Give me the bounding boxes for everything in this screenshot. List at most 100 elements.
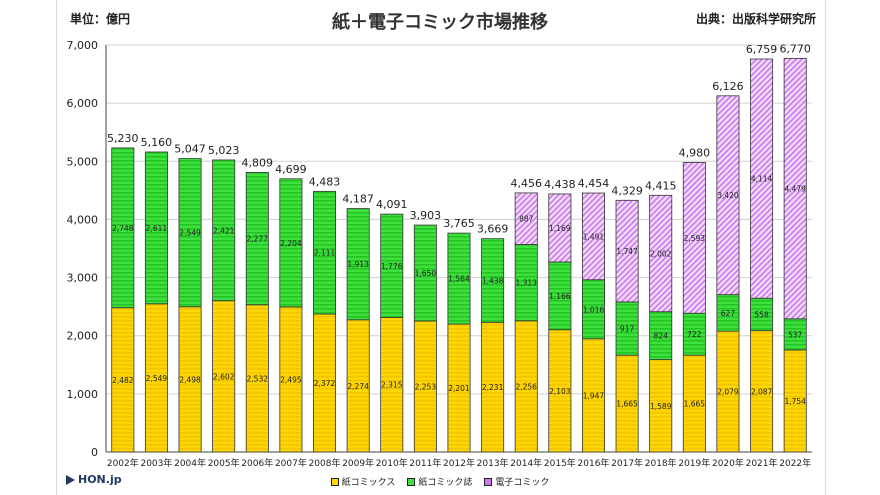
- data-label: 2,593: [684, 234, 706, 243]
- x-tick-label: 2010年: [376, 457, 408, 469]
- x-tick-label: 2020年: [712, 457, 744, 469]
- total-label: 4,454: [578, 177, 610, 190]
- data-label: 1,754: [784, 397, 806, 406]
- legend-item-paper-comics: 紙コミックス: [330, 475, 396, 488]
- total-label: 4,980: [679, 146, 711, 159]
- bar-segment: [380, 213, 404, 318]
- x-tick-label: 2006年: [241, 457, 273, 469]
- y-tick-label: 7,000: [67, 39, 99, 52]
- bar-segment: [279, 178, 303, 308]
- data-label: 722: [687, 330, 702, 339]
- bar-segment: [548, 193, 572, 263]
- total-label: 4,456: [510, 177, 542, 190]
- x-tick-label: 2007年: [275, 457, 307, 469]
- data-label: 1,913: [347, 260, 369, 269]
- x-tick-label: 2019年: [678, 457, 710, 469]
- data-label: 3,420: [717, 191, 739, 200]
- data-label: 2,315: [381, 381, 403, 390]
- data-label: 2,498: [179, 375, 201, 384]
- data-label: 2,087: [751, 387, 773, 396]
- data-label: 1,313: [515, 279, 537, 288]
- y-tick-label: 3,000: [67, 272, 99, 285]
- total-label: 3,765: [443, 217, 475, 230]
- total-label: 5,047: [174, 143, 206, 156]
- x-tick-label: 2014年: [510, 457, 542, 469]
- data-label: 917: [620, 325, 635, 334]
- total-label: 5,160: [141, 136, 173, 149]
- x-tick-label: 2018年: [645, 457, 677, 469]
- data-label: 2,204: [280, 239, 302, 248]
- data-label: 1,491: [583, 232, 605, 241]
- unit-label: 単位：億円: [70, 12, 131, 26]
- legend-label: 電子コミック: [495, 478, 550, 488]
- x-tick-label: 2004年: [174, 457, 206, 469]
- chart-title: 紙＋電子コミック市場推移: [332, 12, 548, 33]
- data-label: 2,482: [112, 376, 134, 385]
- y-tick-label: 6,000: [67, 97, 99, 110]
- x-tick-label: 2009年: [342, 457, 374, 469]
- data-label: 2,532: [247, 374, 269, 383]
- data-label: 2,748: [112, 224, 134, 233]
- legend-swatch: [484, 477, 493, 486]
- data-label: 2,372: [314, 379, 336, 388]
- x-tick-label: 2016年: [578, 457, 610, 469]
- x-tick-label: 2012年: [443, 457, 475, 469]
- data-label: 558: [754, 310, 769, 319]
- legend-label: 紙コミックス: [341, 478, 396, 488]
- data-label: 627: [721, 309, 736, 318]
- total-label: 4,329: [611, 184, 643, 197]
- x-tick-label: 2015年: [544, 457, 576, 469]
- legend-label: 紙コミック誌: [418, 478, 473, 488]
- data-label: 2,079: [717, 388, 739, 397]
- bar-segment: [615, 199, 639, 303]
- total-label: 6,770: [779, 42, 811, 55]
- legend-item-digital-comics: 電子コミック: [484, 475, 549, 488]
- data-label: 2,549: [179, 229, 201, 238]
- data-label: 1,438: [482, 276, 504, 285]
- data-label: 2,495: [280, 375, 302, 384]
- total-label: 3,669: [477, 223, 509, 236]
- x-tick-label: 2003年: [140, 457, 172, 469]
- data-label: 2,002: [650, 250, 672, 259]
- bar-segment: [413, 224, 437, 322]
- data-label: 2,111: [314, 249, 336, 258]
- x-tick-label: 2011年: [409, 457, 441, 469]
- x-tick-label: 2017年: [611, 457, 643, 469]
- bar-segment: [649, 194, 673, 313]
- y-tick-label: 0: [91, 446, 98, 459]
- data-label: 1,665: [616, 400, 638, 409]
- total-label: 4,809: [242, 156, 274, 169]
- y-tick-label: 1,000: [67, 388, 99, 401]
- bar-segment: [111, 147, 135, 309]
- total-label: 4,438: [544, 178, 576, 191]
- data-label: 4,479: [784, 185, 806, 194]
- data-label: 1,650: [415, 269, 437, 278]
- total-label: 5,023: [208, 144, 240, 157]
- data-label: 1,564: [448, 275, 470, 284]
- bar-segment: [346, 208, 370, 321]
- bar-segment: [212, 159, 236, 302]
- bar-segment: [447, 232, 471, 325]
- data-label: 2,549: [146, 374, 168, 383]
- data-label: 1,947: [583, 391, 605, 400]
- data-label: 1,776: [381, 262, 403, 271]
- total-label: 5,230: [107, 132, 139, 145]
- data-label: 4,114: [751, 175, 773, 184]
- logo: HON.jp: [66, 473, 122, 486]
- y-tick-label: 5,000: [67, 155, 99, 168]
- x-tick-label: 2021年: [746, 457, 778, 469]
- x-tick-label: 2008年: [309, 457, 341, 469]
- total-label: 6,759: [746, 43, 778, 56]
- legend: 紙コミックス 紙コミック誌 電子コミック: [0, 475, 880, 488]
- data-label: 2,602: [213, 372, 235, 381]
- data-label: 824: [654, 332, 669, 341]
- bar-segment: [245, 171, 269, 306]
- bar-segment: [750, 58, 774, 299]
- total-label: 4,415: [645, 179, 677, 192]
- logo-icon: [66, 474, 75, 485]
- data-label: 1,169: [549, 224, 571, 233]
- data-label: 2,421: [213, 226, 235, 235]
- total-label: 4,187: [342, 193, 374, 206]
- legend-swatch: [407, 477, 416, 486]
